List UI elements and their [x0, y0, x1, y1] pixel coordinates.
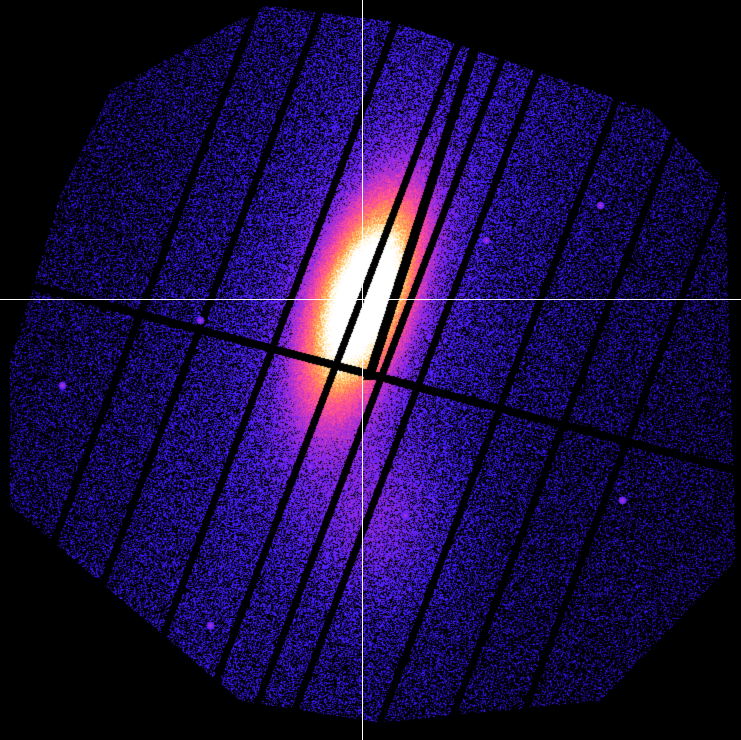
crosshair-vertical — [362, 0, 363, 740]
crosshair-horizontal — [0, 299, 741, 300]
